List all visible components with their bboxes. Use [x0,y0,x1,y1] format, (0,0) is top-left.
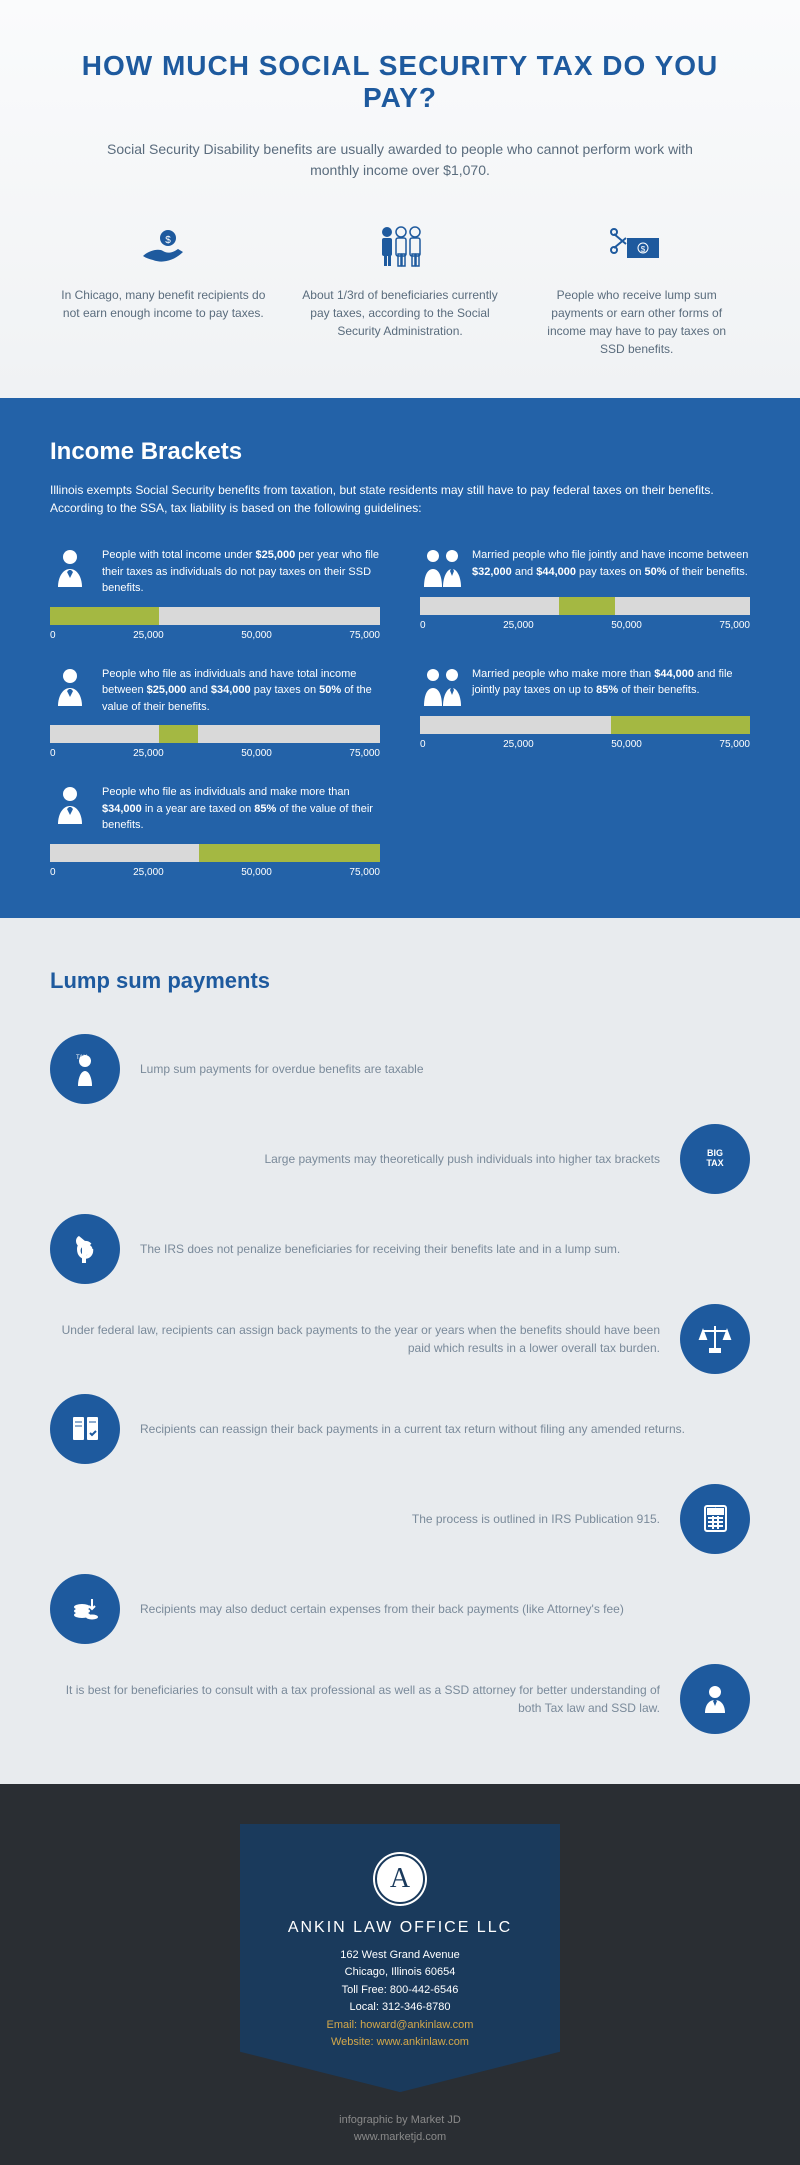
bracket-item: Married people who make more than $44,00… [420,666,750,760]
single-person-icon [50,547,90,587]
bracket-grid: People with total income under $25,000 p… [50,547,750,878]
lump-item: The IRS does not penalize beneficiaries … [50,1214,750,1284]
lump-text: Recipients may also deduct certain expen… [140,1600,750,1618]
lump-icon [50,1574,120,1644]
page-subtitle: Social Security Disability benefits are … [100,139,700,181]
svg-text:$: $ [166,235,172,246]
bracket-text: People who file as individuals and make … [102,784,380,834]
bracket-item: People with total income under $25,000 p… [50,547,380,641]
lump-item: Under federal law, recipients can assign… [50,1304,750,1374]
brackets-subtitle: Illinois exempts Social Security benefit… [50,481,750,517]
lump-icon [680,1304,750,1374]
lump-item: Recipients may also deduct certain expen… [50,1574,750,1644]
lump-text: The IRS does not penalize beneficiaries … [140,1240,750,1258]
lump-title: Lump sum payments [50,968,750,994]
lump-text: Recipients can reassign their back payme… [140,1420,750,1438]
hand-money-icon: $ [133,221,193,271]
bracket-item: People who file as individuals and have … [50,666,380,760]
header-section: HOW MUCH SOCIAL SECURITY TAX DO YOU PAY?… [0,0,800,398]
footer-credit: infographic by Market JD www.marketjd.co… [0,2112,800,2145]
phone-tollfree: Toll Free: 800-442-6546 [260,1982,540,2000]
lump-text: Large payments may theoretically push in… [50,1150,660,1168]
svg-text:915: 915 [710,1509,719,1515]
svg-text:$: $ [641,245,646,254]
lump-text: Under federal law, recipients can assign… [50,1321,660,1357]
lump-items: TAX Lump sum payments for overdue benefit… [50,1034,750,1734]
bar-labels: 025,00050,00075,000 [420,620,750,631]
svg-text:TAX: TAX [706,1158,723,1168]
fact-item: $ People who receive lump sum payments o… [533,221,740,358]
people-icon [370,221,430,271]
income-bar [50,844,380,862]
bar-labels: 025,00050,00075,000 [50,748,380,759]
income-bar [420,597,750,615]
svg-text:TAX: TAX [76,1055,87,1061]
lump-icon: BIGTAX [680,1124,750,1194]
credit-line: infographic by Market JD [0,2112,800,2129]
lump-text: It is best for beneficiaries to consult … [50,1681,660,1717]
lump-item: TAX Lump sum payments for overdue benefit… [50,1034,750,1104]
lump-text: The process is outlined in IRS Publicati… [50,1510,660,1528]
website-line: Website: www.ankinlaw.com [260,2034,540,2052]
company-logo: A [375,1854,425,1904]
bracket-text: People who file as individuals and have … [102,666,380,716]
lump-icon: TAX [50,1034,120,1104]
lump-icon [50,1214,120,1284]
lump-item: 915 The process is outlined in IRS Public… [50,1484,750,1554]
bar-labels: 025,00050,00075,000 [50,867,380,878]
lump-sum-section: Lump sum payments TAX Lump sum payments f… [0,918,800,1784]
bracket-item: Married people who file jointly and have… [420,547,750,641]
lump-icon [50,1394,120,1464]
lump-icon [680,1664,750,1734]
page-title: HOW MUCH SOCIAL SECURITY TAX DO YOU PAY? [60,50,740,114]
fact-text: About 1/3rd of beneficiaries currently p… [297,286,504,340]
fact-item: $ In Chicago, many benefit recipients do… [60,221,267,358]
lump-item: It is best for beneficiaries to consult … [50,1664,750,1734]
email-line: Email: howard@ankinlaw.com [260,2017,540,2035]
svg-text:BIG: BIG [706,1148,722,1158]
scissors-money-icon: $ [607,221,667,271]
address-line: Chicago, Illinois 60654 [260,1964,540,1982]
bracket-text: People with total income under $25,000 p… [102,547,380,597]
footer-address: 162 West Grand Avenue Chicago, Illinois … [260,1947,540,2053]
fact-item: About 1/3rd of beneficiaries currently p… [297,221,504,358]
facts-row: $ In Chicago, many benefit recipients do… [60,221,740,358]
address-line: 162 West Grand Avenue [260,1947,540,1965]
lump-text: Lump sum payments for overdue benefits a… [140,1060,750,1078]
income-brackets-section: Income Brackets Illinois exempts Social … [0,398,800,918]
credit-line: www.marketjd.com [0,2129,800,2146]
company-name: ANKIN LAW OFFICE LLC [260,1919,540,1937]
bar-labels: 025,00050,00075,000 [420,739,750,750]
lump-item: BIGTAX Large payments may theoretically p… [50,1124,750,1194]
brackets-title: Income Brackets [50,438,750,466]
bracket-text: Married people who make more than $44,00… [472,666,750,706]
single-person-icon [50,666,90,706]
single-person-icon [50,784,90,824]
bar-labels: 025,00050,00075,000 [50,630,380,641]
bracket-text: Married people who file jointly and have… [472,547,750,587]
income-bar [50,725,380,743]
fact-text: People who receive lump sum payments or … [533,286,740,358]
footer-card: A ANKIN LAW OFFICE LLC 162 West Grand Av… [240,1824,560,2093]
phone-local: Local: 312-346-8780 [260,1999,540,2017]
bracket-item: People who file as individuals and make … [50,784,380,878]
income-bar [50,607,380,625]
footer-section: A ANKIN LAW OFFICE LLC 162 West Grand Av… [0,1784,800,2165]
fact-text: In Chicago, many benefit recipients do n… [60,286,267,322]
lump-item: Recipients can reassign their back payme… [50,1394,750,1464]
married-couple-icon [420,547,460,587]
income-bar [420,716,750,734]
married-couple-icon [420,666,460,706]
lump-icon: 915 [680,1484,750,1554]
